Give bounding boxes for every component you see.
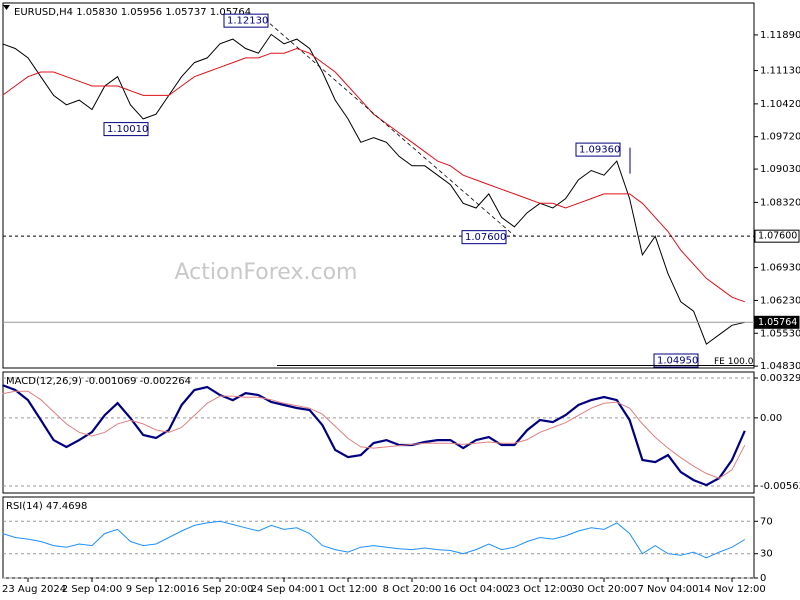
y-tick-label: 1.06230	[760, 295, 800, 306]
watermark: ActionForex.com	[175, 260, 358, 285]
level-label: 1.07600	[758, 231, 797, 242]
y-tick-label: -0.005637	[760, 481, 800, 492]
panel-frame	[2, 371, 755, 494]
x-tick-label: 8 Oct 20:00	[383, 584, 442, 595]
x-tick-label: 7 Nov 04:00	[637, 584, 698, 595]
annotation-box	[461, 230, 507, 245]
level-label-box	[754, 315, 800, 329]
annotation-box	[575, 142, 621, 157]
y-tick-label: 0	[760, 573, 766, 584]
x-tick-label: 1 Oct 12:00	[319, 584, 378, 595]
x-tick-label: 24 Sep 04:00	[251, 584, 318, 595]
y-tick-label: 1.09720	[760, 132, 800, 143]
level-label-box	[754, 229, 800, 243]
annotation-label: 1.04950	[657, 355, 698, 366]
panel-frame	[2, 2, 755, 369]
x-tick-label: 30 Oct 20:00	[571, 584, 636, 595]
y-tick-label: 70	[760, 516, 773, 527]
y-tick-label: 0.00	[760, 413, 782, 424]
y-tick-label: 1.10420	[760, 99, 800, 110]
y-tick-label: 1.08320	[760, 197, 800, 208]
x-tick-label: 9 Sep 12:00	[126, 584, 186, 595]
y-tick-label: 1.11130	[760, 66, 800, 77]
series-line	[2, 520, 746, 559]
y-tick-label: 1.11890	[760, 30, 800, 41]
series-line	[2, 384, 746, 487]
y-tick-label: 30	[760, 549, 773, 560]
panel-title: MACD(12,26,9) -0.001069 -0.002264	[6, 376, 191, 387]
annotation-label: 1.10010	[107, 124, 148, 135]
panel-title: RSI(14) 47.4698	[6, 501, 87, 512]
annotation-box	[223, 13, 269, 28]
annotation-label: 1.09360	[579, 145, 620, 156]
y-tick-label: 1.09030	[760, 164, 800, 175]
y-tick-label: 1.04830	[760, 361, 800, 372]
x-tick-label: 16 Oct 04:00	[443, 584, 508, 595]
y-tick-label: 1.06930	[760, 263, 800, 274]
x-tick-label: 16 Sep 20:00	[187, 584, 254, 595]
y-tick-label: 1.05530	[760, 328, 800, 339]
series-line	[2, 390, 746, 479]
panel-frame	[2, 496, 755, 579]
x-tick-label: 14 Nov 12:00	[698, 584, 765, 595]
annotation-box	[103, 122, 149, 137]
annotation-label: 1.12130	[227, 16, 268, 27]
level-label: 1.05764	[758, 317, 797, 328]
x-tick-label: 23 Oct 12:00	[507, 584, 572, 595]
series-line	[2, 33, 745, 345]
panel-title: EURUSD,H4 1.05830 1.05956 1.05737 1.0576…	[14, 7, 251, 18]
annotation-box	[653, 353, 699, 368]
series-line	[2, 47, 745, 303]
x-tick-label: 2 Sep 04:00	[62, 584, 122, 595]
swing-line	[269, 23, 516, 237]
x-tick-label: 23 Aug 2024	[2, 584, 66, 595]
symbol-marker	[3, 5, 10, 10]
fe-label: FE 100.0	[714, 357, 754, 367]
annotation-label: 1.07600	[465, 232, 506, 243]
y-tick-label: 0.003295	[760, 373, 800, 384]
